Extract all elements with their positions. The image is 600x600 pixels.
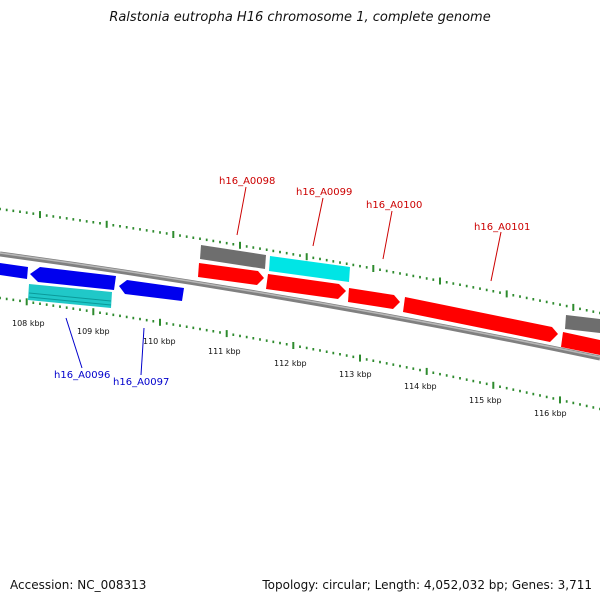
ruler-label: 115 kbp [469, 396, 502, 405]
ruler-label: 114 kbp [404, 382, 437, 391]
upper-tick-ring [0, 207, 600, 315]
feature-line [28, 292, 112, 302]
gene-label[interactable]: h16_A0098 [219, 176, 275, 187]
gene-feature-cyan[interactable] [269, 256, 350, 282]
gene-feature-red[interactable] [266, 274, 346, 299]
gene-feature-red[interactable] [403, 297, 558, 342]
gene-label[interactable]: h16_A0096 [54, 370, 110, 381]
gene-feature-blue[interactable] [0, 263, 28, 279]
topology-summary: Topology: circular; Length: 4,052,032 bp… [262, 578, 592, 592]
ruler-label: 113 kbp [339, 370, 372, 379]
gene-feature-blue[interactable] [119, 280, 184, 301]
lower-tick-ring [0, 296, 600, 411]
ruler-label: 109 kbp [77, 327, 110, 336]
ruler-label: 108 kbp [12, 319, 45, 328]
ruler-label: 110 kbp [143, 337, 176, 346]
gene-label[interactable]: h16_A0100 [366, 200, 422, 211]
gene-feature-gray[interactable] [565, 315, 600, 333]
gene-feature-red[interactable] [198, 263, 264, 285]
gene-feature-cyan[interactable] [28, 284, 112, 308]
gene-feature-gray[interactable] [200, 245, 266, 269]
accession-text: Accession: NC_008313 [10, 578, 147, 592]
gene-features [0, 245, 600, 355]
ruler-labels: 108 kbp 109 kbp 110 kbp 111 kbp 112 kbp … [12, 319, 567, 418]
label-leader-lines [65, 186, 502, 376]
feature-line [28, 296, 112, 306]
gene-labels: h16_A0098 h16_A0099 h16_A0100 h16_A0101 … [54, 176, 530, 388]
ruler-label: 112 kbp [274, 359, 307, 368]
ruler-label: 111 kbp [208, 347, 241, 356]
gene-label[interactable]: h16_A0101 [474, 222, 530, 233]
gene-label[interactable]: h16_A0097 [113, 377, 169, 388]
gene-feature-red[interactable] [348, 288, 400, 309]
map-title: Ralstonia eutropha H16 chromosome 1, com… [109, 10, 491, 25]
ruler-label: 116 kbp [534, 409, 567, 418]
gene-feature-red[interactable] [561, 332, 600, 355]
gene-feature-blue[interactable] [30, 267, 116, 290]
backbone [0, 251, 600, 361]
gene-label[interactable]: h16_A0099 [296, 187, 352, 198]
